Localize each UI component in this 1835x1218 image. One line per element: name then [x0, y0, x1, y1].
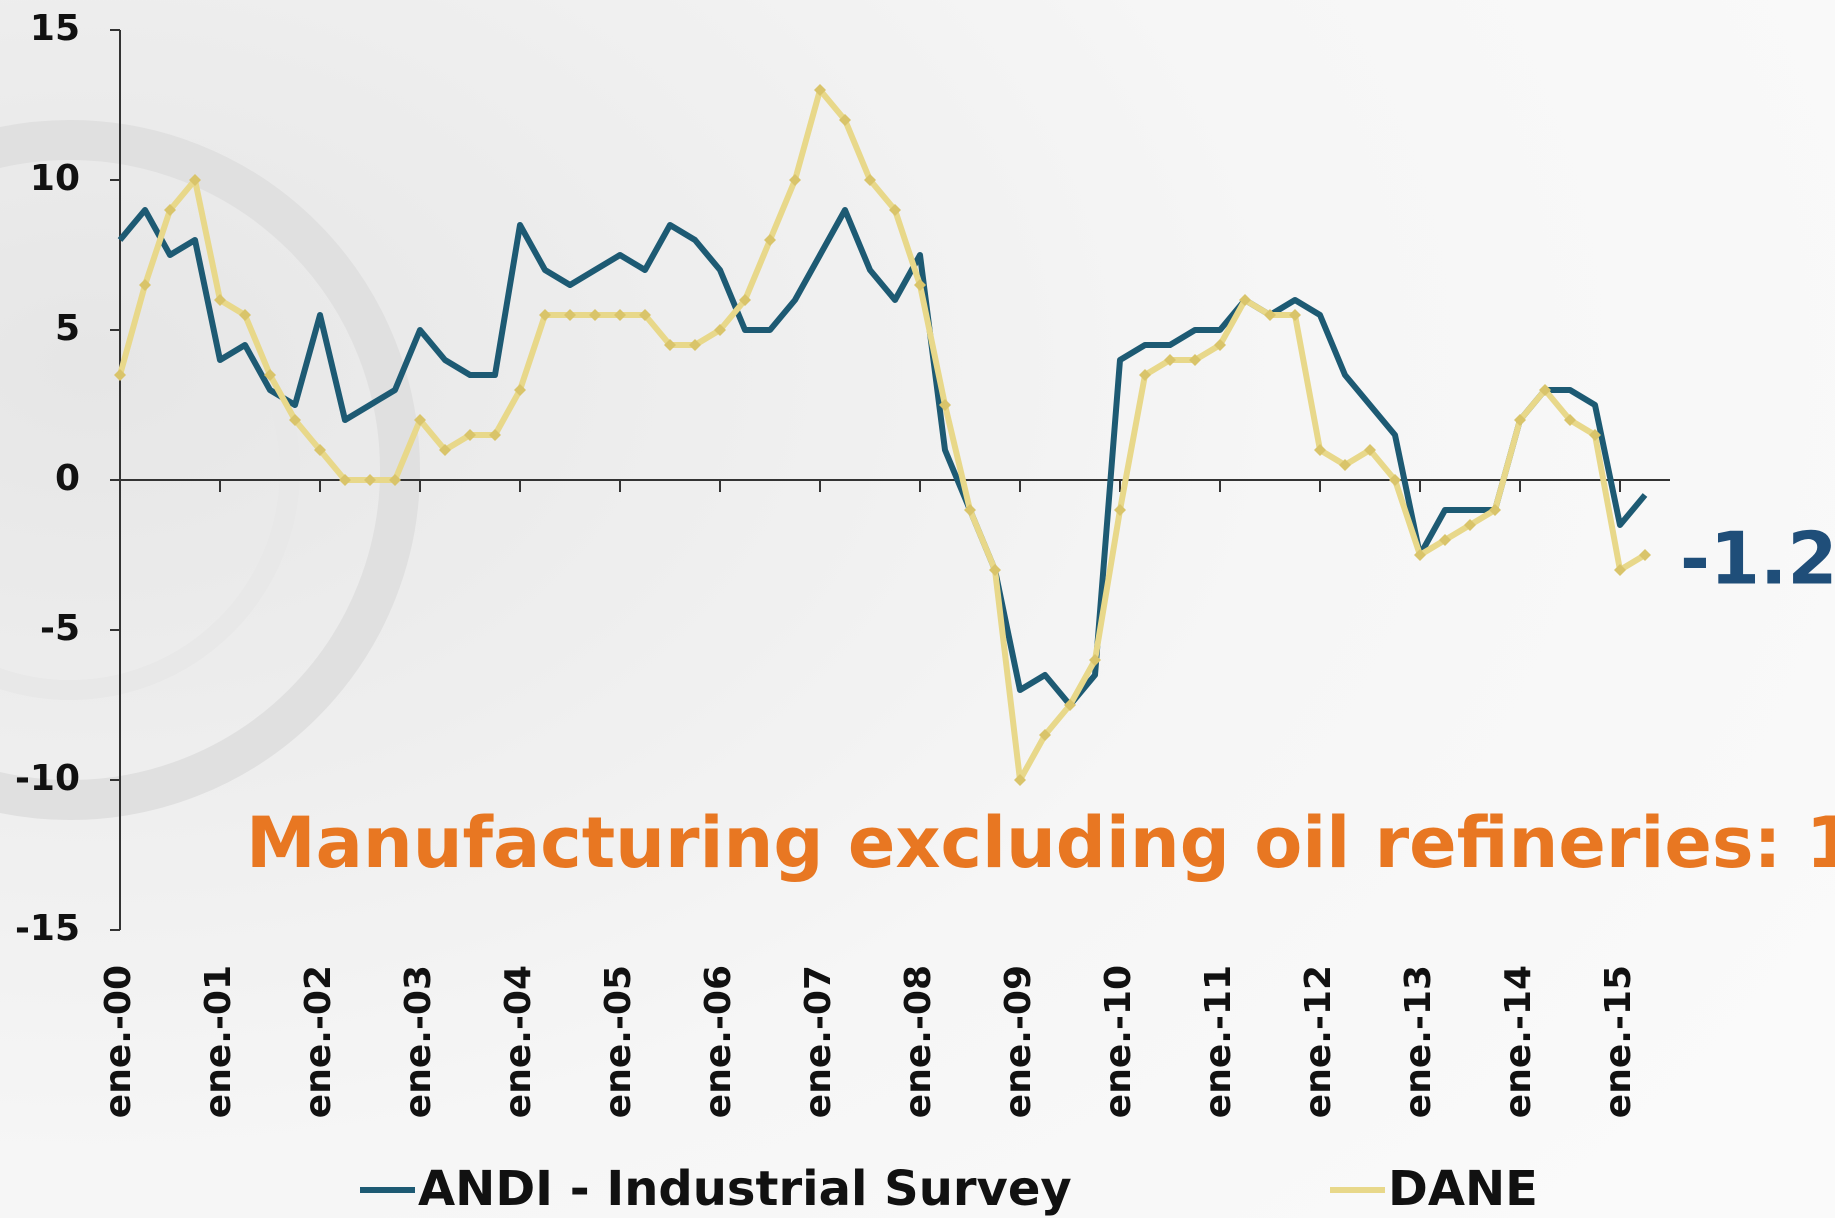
point-marker: [1339, 459, 1351, 471]
point-marker: [1239, 294, 1251, 306]
point-marker: [1114, 504, 1126, 516]
point-marker: [664, 339, 676, 351]
x-tick-label: ene.-11: [1198, 965, 1239, 1118]
x-tick-label: ene.-00: [98, 965, 139, 1118]
x-tick-label: ene.-07: [798, 965, 839, 1118]
annotation: Manufacturing excluding oil refineries: …: [246, 802, 1835, 884]
x-tick-label: ene.-09: [998, 965, 1039, 1118]
point-marker: [1164, 354, 1176, 366]
point-marker: [164, 204, 176, 216]
point-marker: [314, 444, 326, 456]
x-tick-label: ene.-12: [1298, 965, 1339, 1118]
point-marker: [264, 369, 276, 381]
x-tick-label: ene.-02: [298, 965, 339, 1118]
point-marker: [214, 294, 226, 306]
y-tick-label: -5: [40, 608, 80, 649]
point-marker: [539, 309, 551, 321]
point-marker: [1089, 654, 1101, 666]
y-tick-label: 15: [30, 8, 80, 49]
point-marker: [114, 369, 126, 381]
point-marker: [914, 279, 926, 291]
point-marker: [1539, 384, 1551, 396]
point-marker: [514, 384, 526, 396]
point-marker: [289, 414, 301, 426]
point-marker: [339, 474, 351, 486]
point-marker: [1389, 474, 1401, 486]
point-marker: [414, 414, 426, 426]
point-marker: [1564, 414, 1576, 426]
point-marker: [639, 309, 651, 321]
point-marker: [939, 399, 951, 411]
point-marker: [364, 474, 376, 486]
point-marker: [614, 309, 626, 321]
point-marker: [1139, 369, 1151, 381]
legend-label: ANDI - Industrial Survey: [418, 1161, 1072, 1217]
x-tick-label: ene.-14: [1498, 965, 1539, 1118]
point-marker: [1014, 774, 1026, 786]
point-marker: [864, 174, 876, 186]
point-marker: [1439, 534, 1451, 546]
point-marker: [839, 114, 851, 126]
point-marker: [789, 174, 801, 186]
point-marker: [764, 234, 776, 246]
point-marker: [1464, 519, 1476, 531]
point-marker: [1614, 564, 1626, 576]
x-tick-label: ene.-06: [698, 965, 739, 1118]
point-marker: [389, 474, 401, 486]
point-marker: [1189, 354, 1201, 366]
point-marker: [589, 309, 601, 321]
point-marker: [1064, 699, 1076, 711]
y-tick-label: -10: [15, 758, 80, 799]
point-marker: [889, 204, 901, 216]
point-marker: [1289, 309, 1301, 321]
x-tick-label: ene.-13: [1398, 965, 1439, 1118]
x-tick-label: ene.-10: [1098, 965, 1139, 1118]
point-marker: [1364, 444, 1376, 456]
x-tick-label: ene.-08: [898, 965, 939, 1118]
point-marker: [564, 309, 576, 321]
point-marker: [1639, 549, 1651, 561]
point-marker: [739, 294, 751, 306]
point-marker: [689, 339, 701, 351]
point-marker: [989, 564, 1001, 576]
legend-label: DANE: [1388, 1161, 1538, 1217]
point-marker: [1214, 339, 1226, 351]
point-marker: [439, 444, 451, 456]
x-tick-label: ene.-05: [598, 965, 639, 1118]
point-marker: [489, 429, 501, 441]
point-marker: [189, 174, 201, 186]
end-label: -1.2: [1680, 517, 1835, 601]
point-marker: [1264, 309, 1276, 321]
point-marker: [1039, 729, 1051, 741]
x-tick-label: ene.-01: [198, 965, 239, 1118]
point-marker: [239, 309, 251, 321]
point-marker: [1414, 549, 1426, 561]
y-tick-label: -15: [15, 908, 80, 949]
x-tick-label: ene.-04: [498, 965, 539, 1118]
point-marker: [1314, 444, 1326, 456]
point-marker: [139, 279, 151, 291]
point-marker: [714, 324, 726, 336]
decoration: [0, 240, 300, 700]
point-marker: [1589, 429, 1601, 441]
y-tick-label: 5: [55, 308, 80, 349]
y-tick-label: 10: [30, 158, 80, 199]
x-tick-label: ene.-03: [398, 965, 439, 1118]
point-marker: [464, 429, 476, 441]
series-line: [117, 207, 1648, 708]
point-marker: [1489, 504, 1501, 516]
point-marker: [1514, 414, 1526, 426]
point-marker: [814, 84, 826, 96]
y-tick-label: 0: [55, 458, 80, 499]
x-tick-label: ene.-15: [1598, 965, 1639, 1118]
point-marker: [964, 504, 976, 516]
